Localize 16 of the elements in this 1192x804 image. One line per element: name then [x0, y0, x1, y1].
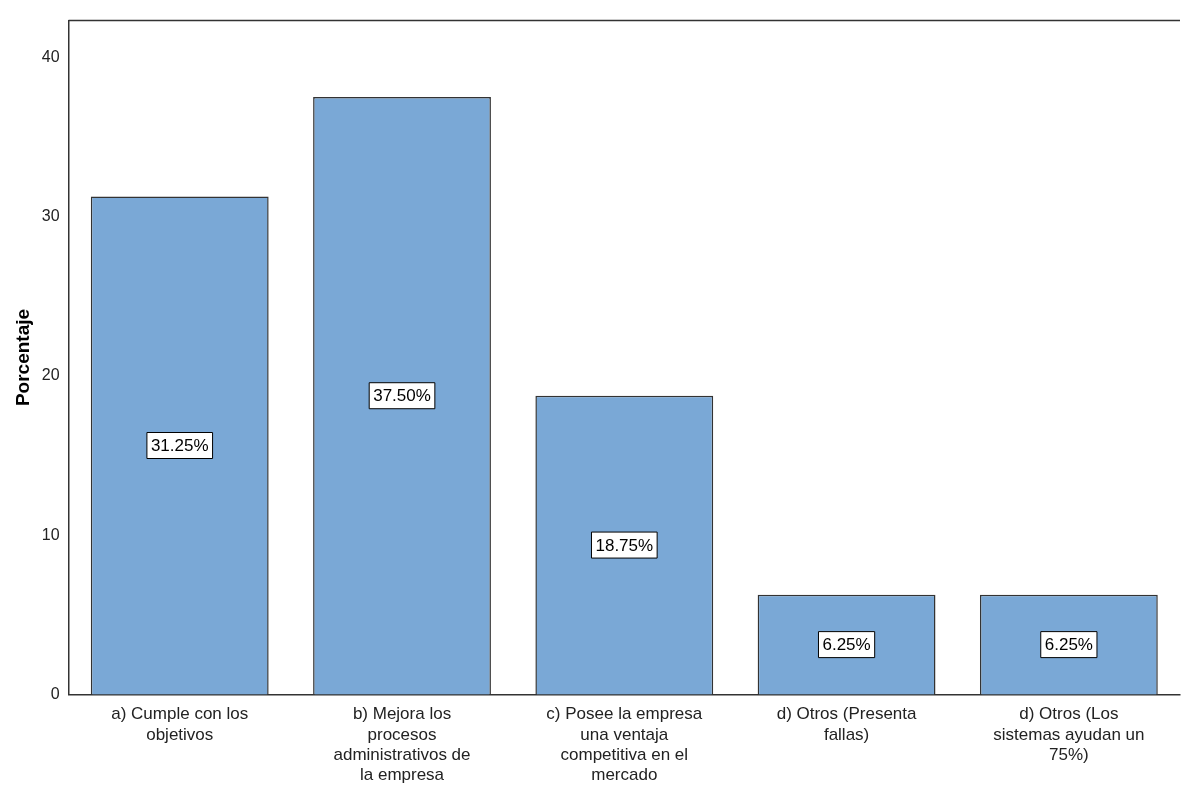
y-tick-label: 40	[41, 47, 60, 65]
data-label: 37.50%	[373, 386, 431, 406]
y-tick-label: 10	[41, 525, 60, 543]
y-tick-label: 20	[41, 366, 60, 384]
x-tick-label: b) Mejora los procesos administrativos de la empresa	[333, 704, 471, 785]
x-tick-label: d) Otros (Presenta fallas)	[776, 704, 918, 744]
data-label: 6.25%	[1044, 635, 1093, 655]
y-axis-title: Porcentaje	[11, 308, 33, 407]
x-tick-label: d) Otros (Los sistemas ayudan un 75%)	[993, 704, 1145, 765]
x-tick-label: c) Posee la empresa una ventaja competitiva en el mercado	[546, 704, 703, 785]
x-tick-label: a) Cumple con los objetivos	[111, 704, 249, 744]
y-tick-label: 0	[50, 684, 60, 702]
data-label: 31.25%	[150, 436, 209, 456]
y-tick-label: 30	[41, 206, 60, 224]
data-label: 6.25%	[822, 635, 871, 655]
data-label: 18.75%	[595, 535, 654, 555]
